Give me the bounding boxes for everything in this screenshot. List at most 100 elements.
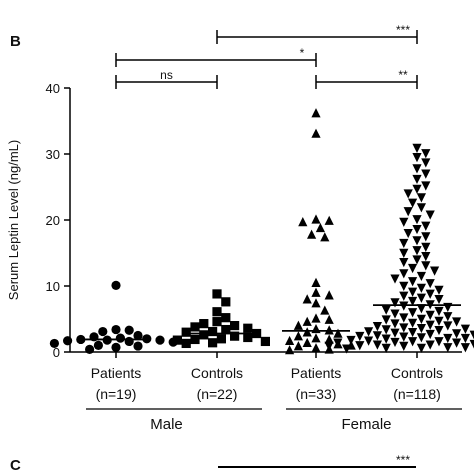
- data-point-cat3-50: [416, 304, 426, 314]
- data-point-cat3-18: [412, 224, 422, 235]
- data-point-cat0-10: [155, 335, 165, 345]
- data-point-cat0-17: [111, 342, 121, 352]
- data-point-cat3-44: [434, 294, 444, 305]
- data-point-cat1-10: [208, 326, 218, 337]
- data-point-cat3-40: [408, 287, 418, 297]
- data-point-cat3-71: [434, 325, 444, 336]
- data-point-cat3-32: [399, 269, 409, 279]
- data-point-cat1-14: [230, 331, 240, 341]
- panel-letter-c: C: [10, 457, 21, 474]
- y-tick-label-10: 10: [46, 279, 60, 294]
- data-point-cat3-20: [421, 232, 431, 242]
- data-point-cat3-25: [399, 248, 409, 258]
- data-point-cat1-1: [221, 297, 231, 307]
- data-point-cat3-11: [408, 198, 418, 208]
- data-point-cat1-19: [260, 336, 270, 347]
- data-point-cat0-6: [115, 333, 125, 343]
- data-point-cat3-60: [434, 316, 444, 326]
- data-point-cat3-6: [412, 174, 422, 185]
- category-label-0-line1: Patients: [91, 365, 142, 381]
- data-point-cat2-1: [311, 128, 321, 138]
- data-point-cat2-21: [333, 328, 343, 338]
- data-point-cat3-1: [421, 149, 431, 159]
- data-point-cat0-16: [133, 341, 143, 351]
- data-point-cat3-86: [346, 335, 356, 346]
- data-point-cat3-42: [399, 291, 409, 301]
- significance-label-0: ***: [396, 23, 410, 37]
- data-point-cat3-70: [381, 325, 391, 335]
- data-point-cat3-65: [443, 321, 453, 331]
- category-label-0-line2: (n=19): [96, 386, 137, 402]
- data-point-cat2-3: [324, 215, 334, 225]
- data-point-cat3-34: [390, 274, 400, 284]
- data-point-cat3-98: [425, 340, 435, 350]
- data-point-cat1-11: [181, 327, 191, 337]
- data-point-cat3-28: [399, 257, 409, 268]
- data-point-cat0-3: [98, 326, 108, 337]
- data-point-cat3-41: [425, 289, 435, 299]
- data-point-cat3-29: [421, 261, 431, 271]
- data-point-cat3-45: [408, 296, 418, 307]
- data-point-cat3-78: [372, 331, 382, 341]
- significance-bracket-0: [216, 30, 418, 44]
- data-point-cat3-14: [425, 210, 435, 220]
- data-point-cat3-88: [364, 336, 374, 346]
- y-tick-label-30: 30: [46, 147, 60, 162]
- data-point-cat2-13: [320, 305, 330, 315]
- data-point-cat3-82: [443, 333, 453, 344]
- data-point-cat3-103: [324, 341, 334, 351]
- data-point-cat0-14: [49, 338, 60, 349]
- category-label-1-line2: (n=22): [197, 386, 238, 402]
- data-point-cat0-8: [76, 334, 86, 345]
- data-point-cat1-2: [212, 307, 222, 317]
- data-point-cat3-16: [399, 217, 409, 227]
- data-point-cat3-91: [390, 337, 400, 348]
- data-point-cat2-24: [324, 334, 334, 344]
- data-point-cat1-9: [221, 324, 231, 335]
- data-point-cat2-5: [315, 222, 325, 233]
- data-point-cat3-90: [434, 337, 444, 347]
- data-point-cat3-53: [408, 308, 418, 318]
- data-point-cat3-3: [421, 158, 431, 168]
- data-point-cat3-23: [421, 242, 431, 252]
- data-point-cat3-80: [399, 332, 409, 342]
- data-point-cat3-48: [399, 301, 409, 311]
- category-label-2-line1: Patients: [291, 365, 342, 381]
- data-point-cat3-73: [408, 327, 418, 338]
- data-point-cat3-75: [452, 329, 462, 339]
- data-point-cat3-99: [372, 340, 382, 350]
- data-point-cat3-68: [416, 323, 426, 334]
- data-point-cat3-22: [399, 238, 409, 249]
- data-point-cat3-109: [460, 343, 470, 353]
- data-point-cat3-89: [408, 337, 418, 347]
- data-point-cat2-30: [311, 343, 321, 353]
- data-point-cat2-22: [293, 331, 303, 341]
- significance-bracket-1: [115, 53, 317, 67]
- data-point-cat2-29: [293, 341, 303, 351]
- data-point-cat1-13: [199, 330, 209, 340]
- data-point-cat3-93: [333, 338, 343, 348]
- data-point-cat1-0: [212, 289, 222, 299]
- y-tick-label-0: 0: [53, 345, 60, 360]
- data-point-cat1-20: [208, 338, 218, 348]
- group-label-1: Female: [341, 416, 391, 433]
- data-point-cat3-52: [434, 306, 444, 317]
- data-point-cat0-11: [63, 336, 73, 346]
- data-point-cat1-3: [221, 313, 231, 323]
- data-point-cat3-77: [469, 330, 474, 340]
- data-point-cat3-66: [372, 322, 382, 332]
- data-point-cat2-14: [311, 313, 321, 323]
- category-label-1-line1: Controls: [191, 365, 243, 381]
- data-point-cat1-16: [216, 334, 226, 344]
- data-point-cat1-12: [252, 328, 262, 339]
- data-point-cat3-84: [381, 334, 391, 344]
- data-point-cat3-79: [355, 331, 365, 342]
- data-point-cat3-92: [452, 338, 462, 348]
- data-point-cat3-19: [403, 228, 413, 239]
- data-point-cat2-8: [311, 277, 321, 287]
- data-point-cat3-9: [403, 189, 413, 199]
- data-point-cat3-57: [399, 313, 409, 323]
- data-point-cat3-46: [390, 298, 400, 308]
- data-point-cat1-18: [172, 335, 182, 345]
- data-point-cat3-58: [416, 314, 426, 324]
